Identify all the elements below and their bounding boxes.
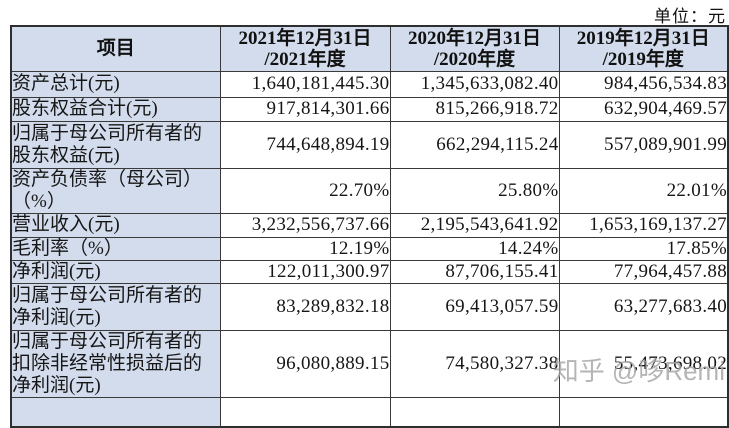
value-2019: 17.85% [558, 236, 729, 261]
page: { "page": { "unit_label": "单位：元" }, "col… [10, 7, 729, 428]
value-2021: 22.70% [219, 167, 391, 214]
value-2021: 744,648,894.19 [219, 120, 391, 169]
table-row: 资产负债率（母公司）（%） 22.70% 25.80% 22.01% [10, 167, 729, 214]
row-label: 营业收入(元) [10, 212, 221, 238]
row-label: 净利润(元) [10, 259, 221, 284]
table-row: 营业收入(元) 3,232,556,737.66 2,195,543,641.9… [10, 212, 729, 238]
value-2019: 77,964,457.88 [558, 259, 729, 284]
header-cell-2020: 2020年12月31日 /2020年度 [389, 25, 560, 72]
header-cell-item: 项目 [10, 25, 221, 72]
value-2019: 984,456,534.83 [558, 70, 729, 98]
value-2019: 22.01% [558, 167, 729, 214]
value-2020: 87,706,155.41 [389, 259, 560, 284]
table-header-row: 项目 2021年12月31日 /2021年度 2020年12月31日 /2020… [10, 25, 729, 72]
value-2020: 2,195,543,641.92 [389, 212, 560, 238]
value-2020: 25.80% [389, 167, 560, 214]
table-row-partial [10, 396, 729, 428]
value-2019: 557,089,901.99 [558, 120, 729, 169]
financial-table: 项目 2021年12月31日 /2021年度 2020年12月31日 /2020… [10, 25, 729, 428]
unit-label: 单位：元 [654, 7, 726, 26]
value-2019: 1,653,169,137.27 [558, 212, 729, 238]
value-2021: 12.19% [219, 236, 391, 261]
value-2021 [219, 396, 391, 428]
table-row: 股东权益合计(元) 917,814,301.66 815,266,918.72 … [10, 96, 729, 122]
value-2021: 1,640,181,445.30 [219, 70, 391, 98]
header-2020-line2: /2020年度 [433, 48, 516, 70]
table-row: 毛利率（%） 12.19% 14.24% 17.85% [10, 236, 729, 261]
header-cell-2021: 2021年12月31日 /2021年度 [219, 25, 391, 72]
header-2020-line1: 2020年12月31日 [407, 27, 541, 49]
header-2021-line1: 2021年12月31日 [238, 27, 372, 49]
header-2019-line2: /2019年度 [602, 48, 684, 70]
value-2019: 63,277,683.40 [558, 282, 729, 331]
value-2019: 632,904,469.57 [558, 96, 729, 122]
value-2021: 3,232,556,737.66 [219, 212, 391, 238]
row-label: 资产总计(元) [10, 70, 221, 98]
value-2020: 815,266,918.72 [389, 96, 560, 122]
value-2020: 662,294,115.24 [389, 120, 560, 169]
table-row: 资产总计(元) 1,640,181,445.30 1,345,633,082.4… [10, 70, 729, 98]
table-row: 净利润(元) 122,011,300.97 87,706,155.41 77,9… [10, 259, 729, 284]
value-2019: 55,473,698.02 [558, 329, 729, 398]
value-2021: 122,011,300.97 [219, 259, 391, 284]
header-2019-line1: 2019年12月31日 [576, 27, 710, 49]
row-label: 股东权益合计(元) [10, 96, 221, 122]
value-2020: 1,345,633,082.40 [389, 70, 560, 98]
row-label: 归属于母公司所有者的扣除非经常性损益后的净利润(元) [10, 329, 221, 398]
value-2020 [389, 396, 560, 428]
value-2020: 74,580,327.38 [389, 329, 560, 398]
table-row: 归属于母公司所有者的扣除非经常性损益后的净利润(元) 96,080,889.15… [10, 329, 729, 398]
value-2021: 83,289,832.18 [219, 282, 391, 331]
table-row: 归属于母公司所有者的股东权益(元) 744,648,894.19 662,294… [10, 120, 729, 169]
row-label [10, 396, 221, 428]
row-label: 归属于母公司所有者的净利润(元) [10, 282, 221, 331]
header-2021-line2: /2021年度 [264, 48, 346, 70]
table-row: 归属于母公司所有者的净利润(元) 83,289,832.18 69,413,05… [10, 282, 729, 331]
value-2019 [558, 396, 729, 428]
row-label: 归属于母公司所有者的股东权益(元) [10, 120, 221, 169]
row-label: 毛利率（%） [10, 236, 221, 261]
value-2021: 917,814,301.66 [219, 96, 391, 122]
value-2021: 96,080,889.15 [219, 329, 391, 398]
value-2020: 14.24% [389, 236, 560, 261]
value-2020: 69,413,057.59 [389, 282, 560, 331]
header-cell-2019: 2019年12月31日 /2019年度 [558, 25, 729, 72]
row-label: 资产负债率（母公司）（%） [10, 167, 221, 214]
